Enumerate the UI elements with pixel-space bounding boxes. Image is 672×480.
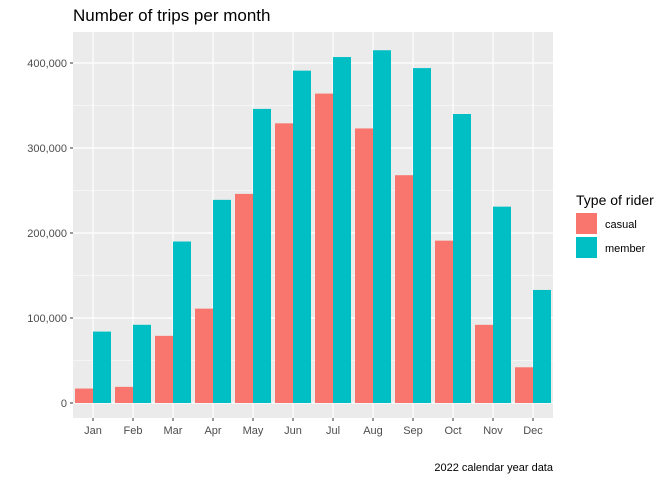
x-tick-label: Apr xyxy=(204,425,221,437)
legend-label-casual: casual xyxy=(605,219,637,231)
legend-swatch-member xyxy=(576,237,597,258)
bar-casual xyxy=(235,193,253,403)
bar-casual xyxy=(395,175,413,403)
bar-casual xyxy=(155,335,173,403)
y-tick-label: 0 xyxy=(61,398,67,410)
legend: Type of rider casual member xyxy=(576,192,654,258)
legend-swatch-casual xyxy=(576,213,597,234)
y-axis: 0 100,000 200,000 300,000 400,000 xyxy=(27,58,73,410)
bar-member xyxy=(413,68,431,403)
x-tick-label: Jul xyxy=(326,425,340,437)
legend-label-member: member xyxy=(605,243,646,255)
x-tick-label: Nov xyxy=(483,425,503,437)
x-tick-label: Jun xyxy=(284,425,302,437)
bar-member xyxy=(293,70,311,404)
bar-casual xyxy=(475,324,493,403)
y-tick-label: 300,000 xyxy=(27,143,67,155)
bars xyxy=(75,50,551,404)
bar-casual xyxy=(195,308,213,403)
x-tick-label: May xyxy=(243,425,264,437)
bar-casual xyxy=(115,386,133,403)
x-tick-label: Dec xyxy=(523,425,543,437)
bar-casual xyxy=(515,367,533,403)
y-tick-label: 100,000 xyxy=(27,313,67,325)
bar-member xyxy=(253,108,271,404)
y-tick-label: 200,000 xyxy=(27,228,67,240)
bar-member xyxy=(93,331,111,403)
bar-member xyxy=(453,114,471,403)
plot-panel xyxy=(73,32,553,418)
bar-member xyxy=(133,324,151,403)
chart-title: Number of trips per month xyxy=(73,6,270,25)
grid-minor xyxy=(73,105,553,361)
bar-member xyxy=(213,199,231,403)
bar-casual xyxy=(75,388,93,403)
x-tick-label: Oct xyxy=(444,425,461,437)
x-tick-label: Sep xyxy=(403,425,423,437)
bar-casual xyxy=(435,240,453,403)
bar-member xyxy=(493,206,511,403)
chart-caption: 2022 calendar year data xyxy=(434,462,554,474)
bar-casual xyxy=(355,128,373,403)
y-tick-label: 400,000 xyxy=(27,58,67,70)
bar-casual xyxy=(315,93,333,403)
x-tick-label: Aug xyxy=(363,425,383,437)
bar-member xyxy=(173,241,191,403)
x-tick-label: Feb xyxy=(124,425,143,437)
legend-title: Type of rider xyxy=(576,192,654,208)
bar-member xyxy=(373,50,391,403)
bar-casual xyxy=(275,123,293,403)
bar-member xyxy=(333,57,351,404)
x-tick-label: Mar xyxy=(164,425,183,437)
x-axis: Jan Feb Mar Apr May Jun Jul Aug Sep Oct Nov Dec xyxy=(84,418,543,437)
x-tick-label: Jan xyxy=(84,425,102,437)
bar-member xyxy=(533,289,551,403)
